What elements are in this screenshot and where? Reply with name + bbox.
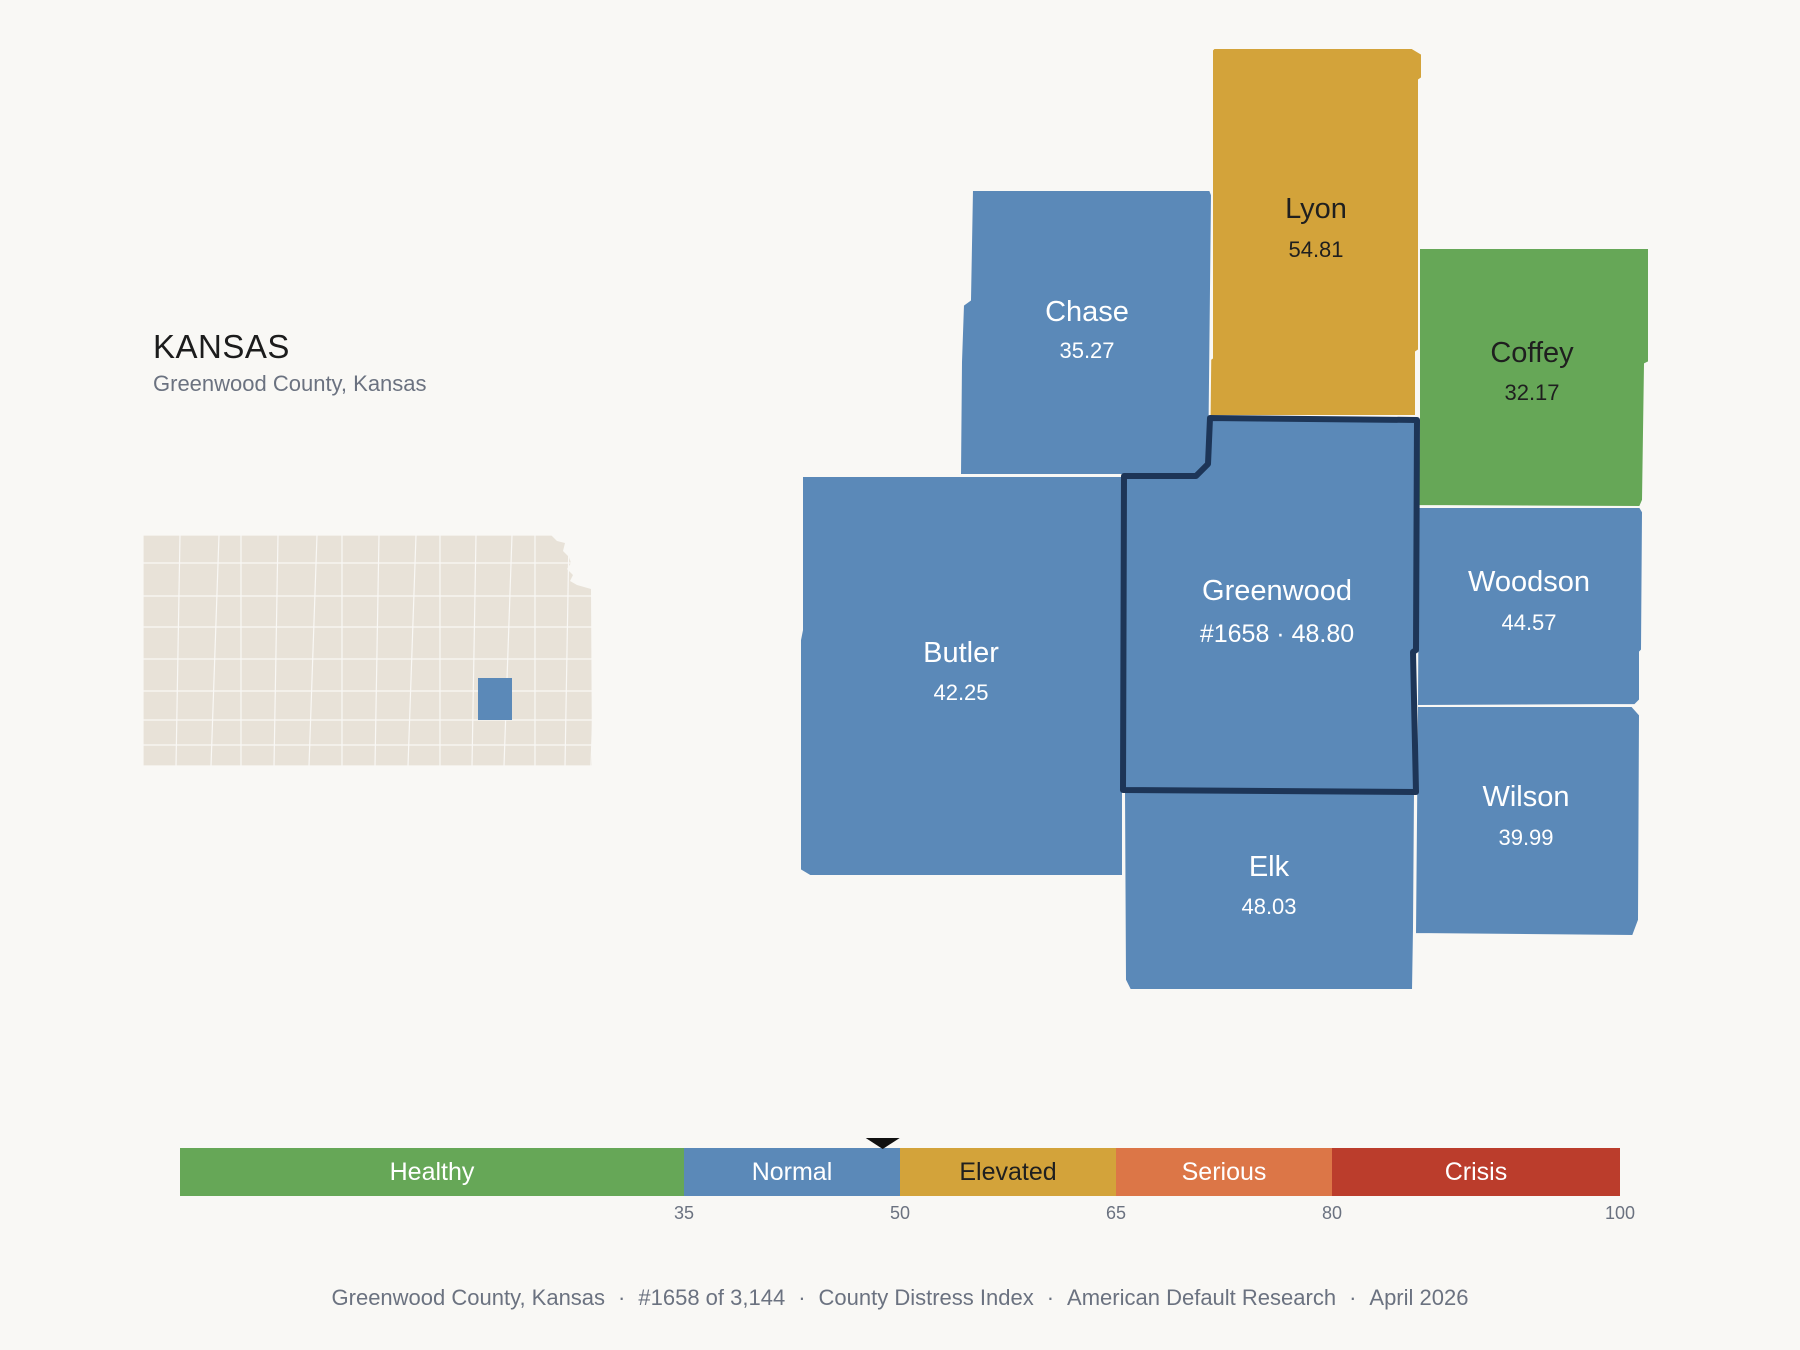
county-woodson[interactable]: Woodson 44.57 <box>1415 506 1645 708</box>
county-value-greenwood: #1658 · 48.80 <box>1200 620 1354 648</box>
footer-date: April 2026 <box>1369 1285 1469 1310</box>
county-label-butler: Butler <box>923 637 999 669</box>
county-value-lyon: 54.81 <box>1288 237 1343 262</box>
scale-band-label-elevated: Elevated <box>959 1158 1056 1186</box>
county-value-elk: 48.03 <box>1241 894 1296 919</box>
county-value-chase: 35.27 <box>1059 338 1114 363</box>
distress-scale: Healthy Normal Elevated Serious Crisis 35 50 6… <box>180 1138 1635 1223</box>
scale-band-elevated <box>900 1148 1116 1196</box>
footer-county: Greenwood County, Kansas <box>331 1285 606 1310</box>
county-label-coffey: Coffey <box>1490 337 1574 369</box>
county-label-elk: Elk <box>1249 851 1290 883</box>
county-label-wilson: Wilson <box>1482 781 1569 813</box>
footer-rank: #1658 of 3,144 <box>638 1285 786 1310</box>
county-label-greenwood: Greenwood <box>1202 575 1352 607</box>
current-value-marker <box>865 1138 900 1149</box>
scale-band-label-healthy: Healthy <box>390 1158 475 1186</box>
state-shape <box>143 534 593 767</box>
county-value-butler: 42.25 <box>933 680 988 705</box>
county-value-woodson: 44.57 <box>1501 610 1556 635</box>
scale-band-crisis <box>1332 1148 1620 1196</box>
scale-tick-80: 80 <box>1322 1203 1342 1223</box>
scale-band-label-serious: Serious <box>1182 1158 1267 1186</box>
state-title: KANSAS <box>153 328 290 365</box>
scale-tick-50: 50 <box>890 1203 910 1223</box>
footer-source: American Default Research <box>1067 1285 1337 1310</box>
county-coffey[interactable]: Coffey 32.17 <box>1416 247 1650 509</box>
scale-tick-65: 65 <box>1106 1203 1126 1223</box>
scale-band-label-crisis: Crisis <box>1445 1158 1508 1186</box>
scale-band-serious <box>1116 1148 1332 1196</box>
county-subtitle: Greenwood County, Kansas <box>153 371 427 396</box>
footer-index: County Distress Index <box>818 1285 1034 1310</box>
scale-tick-100: 100 <box>1605 1203 1635 1223</box>
county-label-lyon: Lyon <box>1285 193 1347 225</box>
county-wilson[interactable]: Wilson 39.99 <box>1413 705 1642 938</box>
county-elk[interactable]: Elk 48.03 <box>1122 788 1417 991</box>
scale-band-healthy <box>180 1148 684 1196</box>
footer: Greenwood County, Kansas · #1658 of 3,144 ·… <box>331 1285 1469 1310</box>
scale-band-normal <box>684 1148 900 1196</box>
scale-tick-35: 35 <box>674 1203 694 1223</box>
county-value-wilson: 39.99 <box>1498 825 1553 850</box>
county-greenwood[interactable]: Greenwood #1658 · 48.80 <box>1120 415 1420 795</box>
county-label-woodson: Woodson <box>1468 566 1590 598</box>
state-locator-map <box>143 534 593 767</box>
scale-band-label-normal: Normal <box>752 1158 833 1186</box>
county-chase[interactable]: Chase 35.27 <box>958 189 1214 476</box>
county-label-chase: Chase <box>1045 296 1129 328</box>
county-value-coffey: 32.17 <box>1504 380 1559 405</box>
county-lyon[interactable]: Lyon 54.81 <box>1208 47 1423 417</box>
